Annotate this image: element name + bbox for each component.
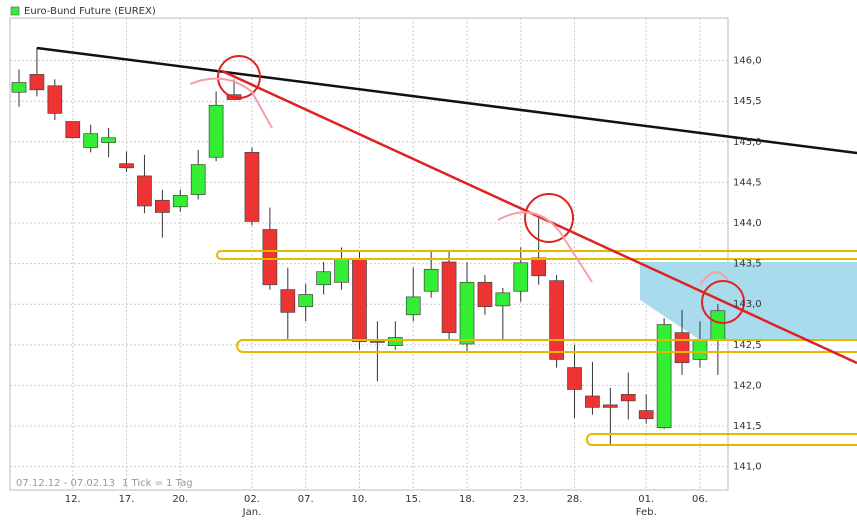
candle-body: [155, 199, 170, 213]
candle-body: [137, 175, 152, 207]
candle-body: [459, 281, 475, 345]
sketch-stroke: [699, 271, 729, 286]
candle-body: [495, 292, 511, 307]
y-tick-label: 146,0: [733, 56, 762, 67]
candle-body: [190, 164, 206, 195]
x-tick-label: 10.: [352, 494, 368, 505]
candle-body: [387, 337, 403, 346]
candle-body: [119, 163, 134, 169]
candle-body: [585, 395, 600, 408]
x-tick-label: 15.: [405, 494, 421, 505]
legend-swatch: [10, 6, 20, 16]
x-tick-sublabel: Jan.: [242, 507, 262, 518]
candle-body: [531, 257, 547, 277]
candle-body: [656, 324, 672, 429]
tick-note: 1 Tick = 1 Tag: [122, 478, 193, 489]
marker-circle: [217, 55, 261, 99]
candle-body: [280, 289, 296, 313]
candle-body: [405, 296, 421, 316]
candle-body: [172, 195, 188, 208]
candle-body: [423, 268, 439, 292]
annotations: [36, 46, 857, 446]
candle-body: [674, 332, 690, 364]
candle-body: [370, 340, 385, 343]
x-tick-label: 20.: [172, 494, 188, 505]
sketch-stroke: [497, 211, 593, 283]
candle-body: [567, 367, 582, 390]
candle-body: [620, 394, 636, 402]
trend-line: [36, 46, 857, 155]
candle-body: [638, 410, 654, 420]
marker-circle: [524, 193, 574, 243]
candle-body: [513, 262, 529, 292]
y-tick-label: 141,0: [733, 462, 762, 473]
x-tick-label: 23.: [513, 494, 529, 505]
candle-body: [477, 281, 493, 308]
x-tick-label: 12.: [65, 494, 81, 505]
candle-body: [11, 82, 27, 93]
highlight-zone: [640, 262, 857, 340]
x-tick-label: 17.: [119, 494, 135, 505]
sketch-stroke: [189, 77, 273, 129]
trend-line: [221, 69, 857, 365]
y-tick-label: 144,0: [733, 218, 762, 229]
candle-body: [29, 74, 45, 91]
x-tick-sublabel: Feb.: [636, 507, 657, 518]
x-tick-label: 06.: [692, 494, 708, 505]
candle-body: [549, 280, 564, 360]
support-band: [236, 339, 857, 353]
y-tick-label: 143,5: [733, 259, 762, 270]
y-tick-label: 143,0: [733, 299, 762, 310]
x-tick-label: 01.: [638, 494, 654, 505]
candle-body: [603, 404, 618, 408]
plot-frame: [9, 17, 729, 491]
candle-body: [208, 104, 224, 158]
candle-body: [334, 259, 349, 283]
candle-body: [710, 310, 726, 341]
x-tick-label: 07.: [298, 494, 314, 505]
candle-body: [692, 339, 708, 360]
candle-body: [441, 261, 457, 333]
y-tick-label: 141,5: [733, 421, 762, 432]
candle-body: [47, 85, 63, 114]
resistance-band: [216, 250, 857, 260]
x-tick-label: 02.: [244, 494, 260, 505]
candle-body: [352, 259, 367, 342]
candle-body: [244, 152, 260, 222]
x-tick-label: 28.: [567, 494, 583, 505]
candle-body: [83, 133, 99, 148]
chart-title: Euro-Bund Future (EUREX): [24, 6, 156, 17]
y-tick-label: 144,5: [733, 177, 762, 188]
candle-body: [316, 271, 331, 286]
y-tick-label: 142,0: [733, 380, 762, 391]
support-band: [586, 433, 857, 446]
candle-body: [65, 121, 81, 139]
y-tick-label: 142,5: [733, 340, 762, 351]
candle-body: [101, 137, 116, 143]
y-tick-label: 145,5: [733, 96, 762, 107]
x-tick-label: 18.: [459, 494, 475, 505]
candle-body: [262, 229, 278, 286]
marker-circle: [701, 280, 745, 324]
date-range: 07.12.12 - 07.02.13: [16, 478, 115, 489]
y-tick-label: 145,0: [733, 137, 762, 148]
candle-body: [298, 294, 314, 308]
